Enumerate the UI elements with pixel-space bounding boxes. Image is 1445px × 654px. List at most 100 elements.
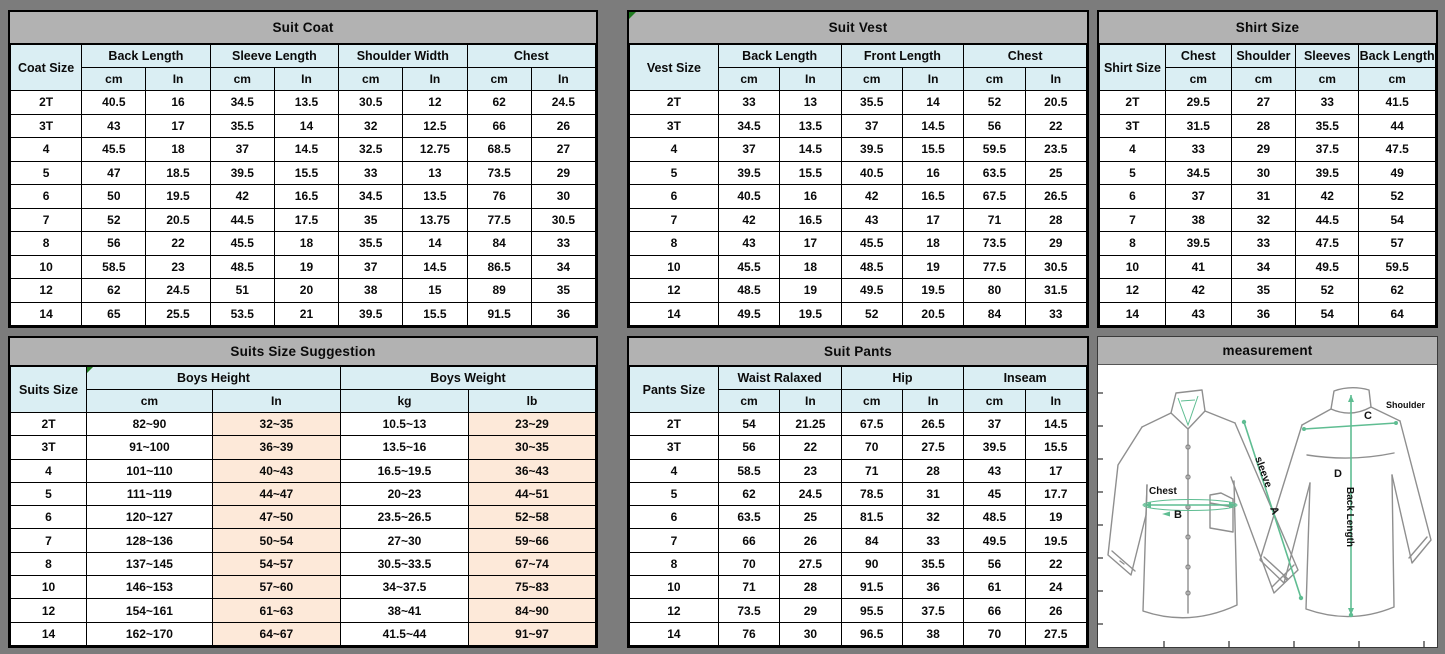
pants-row: 4 58.5 23 71 28 43 17 [629,458,1088,483]
shirt-value-cell: 47.5 [1358,137,1436,162]
coat-value-cell: 13.75 [402,207,468,232]
suggestion-value-cell: 23.5~26.5 [339,505,470,530]
suggestion-row: 4 101~110 40~43 16.5~19.5 36~43 [9,458,596,483]
pants-unit-header: cm [717,389,781,413]
coat-group-header: Chest [466,44,597,68]
shirt-size-table-container: Shirt Size Chest Shoulder Sleeves Back Lengt… [1099,44,1436,326]
coat-group-header: Shoulder Width [338,44,468,68]
pants-row: 2T 54 21.25 67.5 26.5 37 14.5 [629,411,1088,437]
vest-value-cell: 67.5 [963,184,1026,209]
shirt-unit-header: cm [1358,67,1436,91]
vest-value-cell: 59.5 [963,137,1026,162]
vest-unit-header: In [779,67,842,91]
vest-value-cell: 33 [717,90,781,115]
suggestion-row: 3T 91~100 36~39 13.5~16 30~35 [9,435,596,460]
shirt-value-cell: 52 [1295,278,1360,303]
vest-value-cell: 39.5 [840,137,903,162]
pants-size-cell: 5 [629,481,719,507]
suggestion-value-cell: 82~90 [86,411,213,437]
pants-row: 3T 56 22 70 27.5 39.5 15.5 [629,435,1088,460]
shoulder-measure-annotation: C Shoulder [1302,400,1425,431]
coat-value-cell: 53.5 [209,301,275,326]
suit-coat-table-container: Coat Size Back Length Sleeve Length Shoulde… [9,44,597,326]
pants-size-cell: 6 [629,505,719,530]
coat-value-cell: 29 [530,160,597,185]
coat-value-cell: 65 [81,301,147,326]
pants-value-cell: 39.5 [963,435,1026,460]
pants-value-cell: 90 [840,551,903,577]
coat-value-cell: 35.5 [209,113,275,138]
shirt-row: 6 37 31 42 52 [1099,184,1436,209]
suggestion-value-cell: 16.5~19.5 [339,458,470,483]
coat-value-cell: 18.5 [145,160,211,185]
pants-unit-header: cm [840,389,903,413]
suit-pants-panel: Suit Pants Pants Size Waist Ralaxed Hip Ins… [627,336,1089,648]
back-length-label: Back Length [1344,487,1355,547]
vest-row: 10 45.5 18 48.5 19 77.5 30.5 [629,254,1088,279]
shirt-value-cell: 54 [1295,301,1360,326]
shirt-size-cell: 8 [1099,231,1166,256]
vest-value-cell: 17 [779,231,842,256]
coat-value-cell: 18 [145,137,211,162]
coat-value-cell: 51 [209,278,275,303]
pants-size-cell: 10 [629,575,719,600]
shirt-value-cell: 52 [1358,184,1436,209]
coat-row: 8 56 22 45.5 18 35.5 14 84 33 [9,231,597,256]
vest-size-cell: 10 [629,254,719,279]
vest-value-cell: 20.5 [1024,90,1088,115]
pants-value-cell: 19 [1024,505,1088,530]
vest-size-cell: 14 [629,301,719,326]
chest-label: Chest [1149,486,1177,497]
vest-value-cell: 80 [963,278,1026,303]
pants-size-cell: 7 [629,528,719,553]
coat-unit-header: cm [338,67,404,91]
coat-value-cell: 45.5 [81,137,147,162]
coat-value-cell: 89 [466,278,532,303]
pants-value-cell: 19.5 [1024,528,1088,553]
coat-value-cell: 35 [338,207,404,232]
coat-value-cell: 62 [466,90,532,115]
coat-value-cell: 24.5 [530,90,597,115]
suggestion-row: 10 146~153 57~60 34~37.5 75~83 [9,575,596,600]
pants-value-cell: 35.5 [901,551,965,577]
pants-value-cell: 26 [779,528,842,553]
vest-value-cell: 29 [1024,231,1088,256]
suggestion-value-cell: 34~37.5 [339,575,470,600]
coat-value-cell: 20 [273,278,340,303]
coat-value-cell: 18 [273,231,340,256]
coat-value-cell: 14 [273,113,340,138]
vest-row: 6 40.5 16 42 16.5 67.5 26.5 [629,184,1088,209]
vest-value-cell: 84 [963,301,1026,326]
coat-value-cell: 17.5 [273,207,340,232]
shirt-size-cell: 2T [1099,90,1166,115]
shirt-value-cell: 47.5 [1295,231,1360,256]
shirt-value-cell: 33 [1164,137,1232,162]
shirt-row: 7 38 32 44.5 54 [1099,207,1436,232]
suggestion-row: 8 137~145 54~57 30.5~33.5 67~74 [9,551,596,577]
coat-unit-header: In [530,67,597,91]
coat-value-cell: 32.5 [338,137,404,162]
suggestion-value-cell: 50~54 [211,528,341,553]
suit-coat-panel: Suit Coat Coat Size Back Length Sleeve Len… [8,10,598,328]
pants-row: 12 73.5 29 95.5 37.5 66 26 [629,598,1088,623]
pants-value-cell: 21.25 [779,411,842,437]
measurement-title: measurement [1098,337,1437,365]
shoulder-letter-label: C [1364,410,1372,422]
coat-value-cell: 13.5 [273,90,340,115]
vest-unit-header: cm [717,67,781,91]
coat-unit-header: In [402,67,468,91]
vest-value-cell: 45.5 [717,254,781,279]
measurement-panel: measurement [1097,336,1438,648]
shirt-value-cell: 49.5 [1295,254,1360,279]
shirt-size-cell: 7 [1099,207,1166,232]
suggestion-value-cell: 59~66 [468,528,596,553]
suggestion-value-cell: 120~127 [86,505,213,530]
coat-size-cell: 6 [9,184,83,209]
suggestion-value-cell: 67~74 [468,551,596,577]
suggestion-value-cell: 57~60 [211,575,341,600]
suggestion-value-cell: 137~145 [86,551,213,577]
pants-value-cell: 26 [1024,598,1088,623]
pants-size-cell: 12 [629,598,719,623]
vest-value-cell: 40.5 [717,184,781,209]
